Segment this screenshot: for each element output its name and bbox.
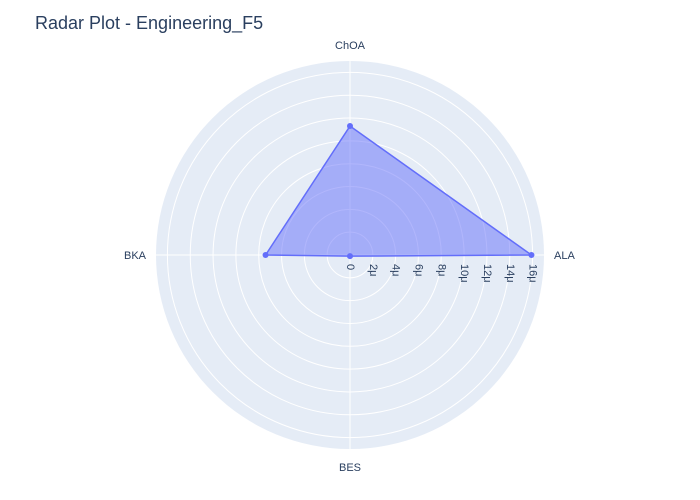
category-label-bka: BKA: [124, 250, 147, 262]
radial-tick-label: 16μ: [527, 264, 539, 283]
radial-tick-label: 0: [344, 264, 356, 270]
radial-tick-label: 6μ: [413, 264, 425, 276]
data-point-bes: [347, 253, 353, 260]
radial-tick-label: 8μ: [435, 264, 447, 276]
data-point-choa: [347, 123, 353, 130]
data-point-bka: [262, 252, 269, 258]
radial-tick-label: 10μ: [458, 264, 470, 283]
radial-tick-label: 4μ: [390, 264, 402, 276]
radial-tick-label: 12μ: [481, 264, 493, 283]
data-point-ala: [528, 252, 535, 258]
radial-tick-label: 2μ: [367, 264, 379, 276]
category-label-choa: ChOA: [335, 40, 366, 52]
radial-tick-label: 14μ: [504, 264, 516, 283]
chart-title: Radar Plot - Engineering_F5: [35, 13, 264, 33]
category-label-bes: BES: [339, 462, 361, 474]
category-label-ala: ALA: [554, 250, 575, 262]
